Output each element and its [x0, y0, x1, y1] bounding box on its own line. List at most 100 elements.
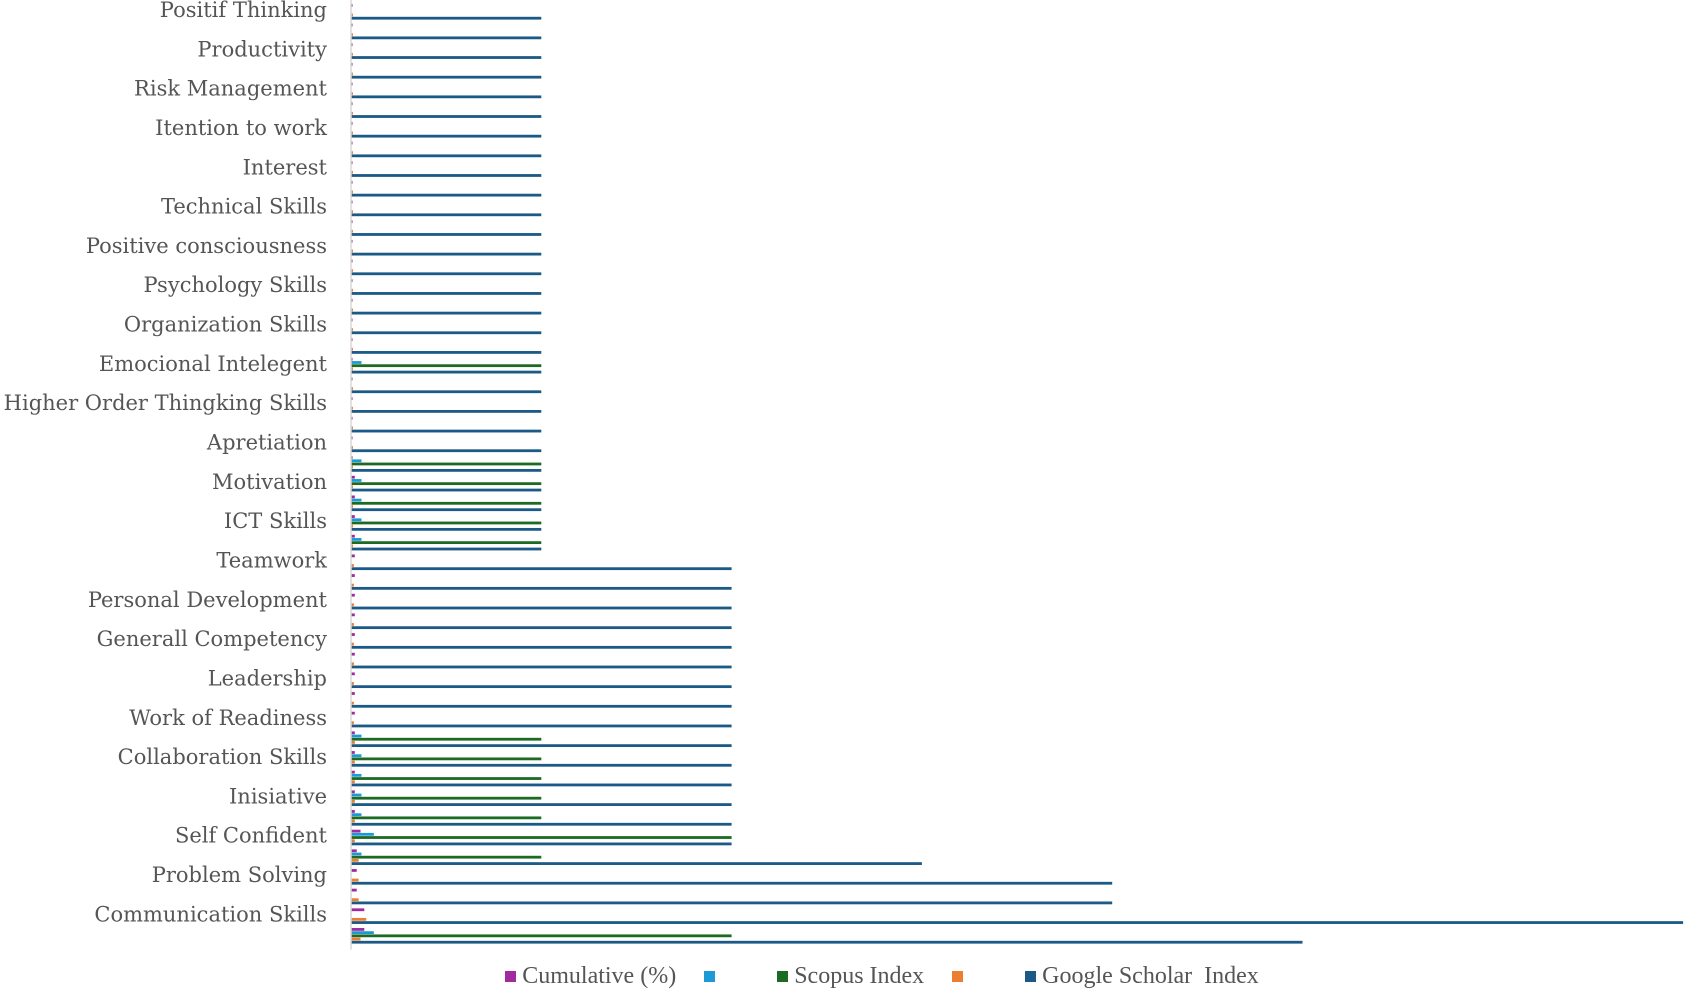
- bar-series-4: [351, 760, 355, 764]
- bar-series-2: [351, 734, 362, 738]
- bar-series-2: [351, 361, 362, 364]
- bar-google-scholar-index: [351, 881, 1113, 885]
- bar-google-scholar-index: [351, 233, 542, 236]
- bar-google-scholar-index: [351, 36, 542, 40]
- bar-series-4: [351, 839, 355, 843]
- category-label: Emocional Intelegent: [99, 352, 328, 376]
- category-label: Risk Management: [134, 77, 328, 101]
- category-label: Psychology Skills: [143, 273, 327, 297]
- category-label: Motivation: [212, 470, 327, 494]
- bar-google-scholar-index: [351, 822, 732, 826]
- category-label: Generall Competency: [97, 627, 327, 651]
- bar-cumulative: [351, 770, 355, 774]
- bar-cumulative: [351, 475, 355, 479]
- bar-google-scholar-index: [351, 134, 542, 138]
- bar-google-scholar-index: [351, 75, 542, 79]
- bar-series-4: [351, 564, 354, 567]
- category-label: Collaboration Skills: [118, 745, 327, 769]
- legend-item: [704, 963, 749, 990]
- bar-series-4: [351, 603, 354, 607]
- bar-series-4: [351, 878, 359, 882]
- bar-series-4: [351, 917, 367, 921]
- bar-series-2: [351, 813, 362, 817]
- bar-series-4: [351, 308, 353, 312]
- bar-series-4: [351, 111, 353, 115]
- bar-scopus-index: [351, 364, 542, 368]
- bar-series-2: [351, 832, 374, 836]
- legend-label: Cumulative (%): [522, 963, 677, 989]
- bar-series-2: [351, 852, 362, 856]
- bar-series-4: [351, 780, 355, 784]
- bar-scopus-index: [351, 777, 542, 780]
- bar-google-scholar-index: [351, 174, 542, 177]
- bar-series-4: [351, 406, 353, 410]
- bar-series-4: [351, 92, 353, 96]
- bar-series-2: [351, 931, 374, 935]
- bar-google-scholar-index: [351, 95, 542, 99]
- bar-series-4: [351, 505, 353, 508]
- category-label: Work of Readiness: [129, 706, 327, 730]
- bar-series-4: [351, 819, 355, 823]
- category-label: Productivity: [197, 37, 327, 61]
- bar-series-4: [351, 52, 353, 56]
- bar-series-4: [351, 269, 353, 272]
- bar-cumulative: [351, 633, 355, 636]
- legend: Cumulative (%) Scopus Index Google Scholar…: [0, 963, 1689, 990]
- bar-series-4: [351, 465, 353, 469]
- bar-series-4: [351, 485, 353, 489]
- bar-series-4: [351, 328, 353, 331]
- bar-series-4: [351, 642, 354, 646]
- bars: [351, 4, 1684, 944]
- category-label: Leadership: [208, 666, 327, 690]
- bar-cumulative: [351, 672, 355, 676]
- category-label: ICT Skills: [224, 509, 327, 533]
- bar-google-scholar-index: [351, 252, 542, 256]
- bar-cumulative: [351, 554, 355, 558]
- legend-swatch: [505, 971, 517, 982]
- legend-item: Cumulative (%): [505, 963, 676, 990]
- bar-cumulative: [351, 908, 365, 912]
- bar-google-scholar-index: [351, 586, 732, 590]
- bar-google-scholar-index: [351, 685, 732, 689]
- bar-scopus-index: [351, 796, 542, 800]
- bar-series-4: [351, 131, 353, 135]
- bar-series-4: [351, 387, 353, 390]
- bar-series-4: [351, 170, 353, 174]
- category-labels: Positif Thinking Productivity Risk Managem…: [4, 0, 328, 926]
- bar-series-4: [351, 151, 353, 155]
- legend-swatch: [952, 971, 964, 982]
- bar-google-scholar-index: [351, 351, 542, 354]
- bar-series-4: [351, 347, 353, 351]
- legend-swatch: [704, 971, 716, 982]
- bar-google-scholar-index: [351, 331, 542, 335]
- category-label: Positive consciousness: [86, 234, 327, 258]
- legend-item: Scopus Index: [777, 963, 924, 990]
- bar-series-4: [351, 524, 353, 528]
- bar-scopus-index: [351, 482, 542, 486]
- category-label: Technical Skills: [161, 195, 327, 219]
- bar-scopus-index: [351, 501, 542, 505]
- bar-series-4: [351, 13, 353, 17]
- bar-series-4: [351, 229, 353, 233]
- bar-google-scholar-index: [351, 645, 732, 649]
- bar-cumulative: [351, 574, 355, 577]
- bar-series-4: [351, 446, 353, 449]
- bar-google-scholar-index: [351, 292, 542, 295]
- bar-google-scholar-index: [351, 803, 732, 806]
- category-label: Higher Order Thingking Skills: [4, 391, 327, 415]
- category-label: Positif Thinking: [160, 0, 327, 22]
- bar-series-4: [351, 210, 353, 213]
- bar-series-2: [351, 518, 362, 522]
- bar-google-scholar-index: [351, 115, 542, 118]
- bar-series-4: [351, 662, 354, 666]
- bar-cumulative: [351, 711, 355, 715]
- bar-series-4: [351, 682, 354, 685]
- bar-series-4: [351, 72, 353, 76]
- category-label: Problem Solving: [152, 863, 327, 887]
- bar-cumulative: [351, 534, 355, 538]
- legend-item: Google Scholar Index: [1025, 963, 1259, 990]
- bar-google-scholar-index: [351, 193, 542, 197]
- category-label: Teamwork: [216, 548, 327, 572]
- bar-scopus-index: [351, 541, 542, 545]
- category-label: Organization Skills: [124, 313, 327, 337]
